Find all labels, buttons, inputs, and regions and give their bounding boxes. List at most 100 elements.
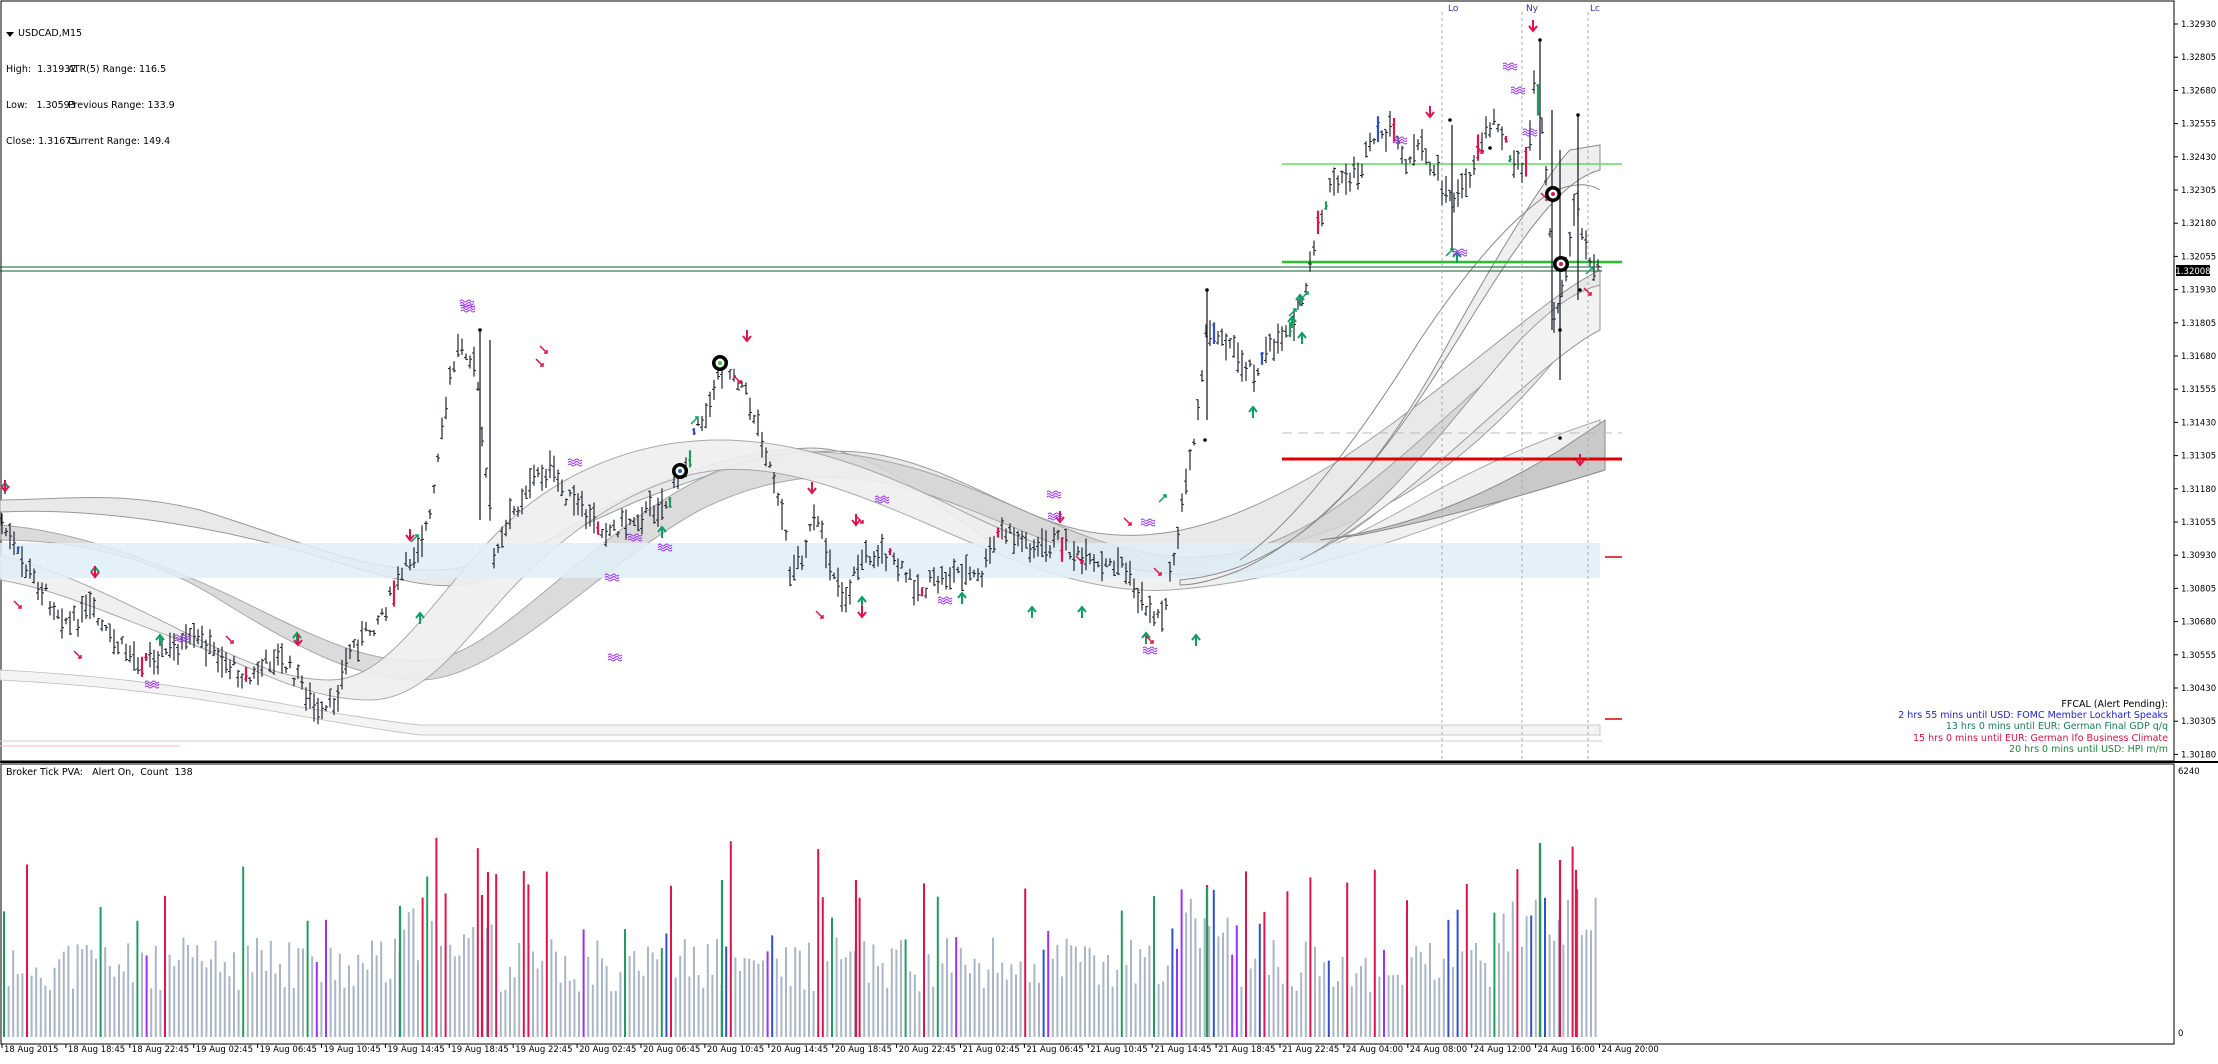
up-arrow-icon — [1077, 605, 1087, 618]
diagonal-down-arrow-icon — [1075, 555, 1084, 564]
current-price-label: 1.32008 — [2175, 267, 2210, 277]
time-axis: 18 Aug 2015 18 Aug 18:45 18 Aug 22:45 19 Au… — [1, 1044, 1659, 1055]
time-label: 21 Aug 22:45 — [1282, 1045, 1339, 1055]
reversal-target-icon — [712, 355, 728, 371]
diagonal-down-arrow-icon — [1145, 635, 1154, 644]
up-arrow-icon — [1191, 633, 1201, 646]
time-label: 19 Aug 06:45 — [260, 1045, 317, 1055]
diagonal-down-arrow-icon — [1475, 145, 1484, 154]
time-label: 20 Aug 14:45 — [771, 1045, 828, 1055]
price-label: 1.32930 — [2181, 20, 2216, 30]
diagonal-up-arrow-icon — [690, 416, 699, 425]
up-arrow-icon — [1287, 315, 1297, 328]
down-arrow-icon — [405, 529, 415, 542]
up-arrow-icon — [155, 633, 165, 646]
diagonal-up-arrow-icon — [1585, 266, 1594, 275]
previous-range: Previous Range: 133.9 — [68, 100, 175, 111]
price-label: 1.31055 — [2181, 518, 2216, 528]
price-dot — [1448, 118, 1452, 122]
time-label: 18 Aug 18:45 — [68, 1045, 125, 1055]
up-arrow-icon — [957, 591, 967, 604]
price-dot — [1203, 438, 1207, 442]
diagonal-up-arrow-icon — [410, 534, 419, 543]
price-bars — [0, 38, 1600, 725]
price-axis: 1.32930 1.32805 1.32680 1.32555 1.32430 1.323… — [2174, 20, 2216, 760]
reversal-target-icon — [1545, 186, 1561, 202]
price-dot — [1558, 328, 1562, 332]
price-label: 1.31555 — [2181, 385, 2216, 395]
current-range: Current Range: 149.4 — [68, 136, 171, 147]
time-label: 24 Aug 16:00 — [1538, 1045, 1595, 1055]
diagonal-down-arrow-icon — [1153, 567, 1162, 576]
volume-max-label: 6240 — [2178, 767, 2200, 777]
price-label: 1.30930 — [2181, 551, 2216, 561]
up-arrow-icon — [415, 611, 425, 624]
price-label: 1.30805 — [2181, 584, 2216, 594]
diagonal-down-arrow-icon — [539, 345, 548, 354]
price-dot — [1538, 38, 1542, 42]
price-dot — [1558, 436, 1562, 440]
moving-average-ribbons — [0, 144, 1606, 736]
churn-wave-icon — [1140, 518, 1156, 527]
atr-range: ATR(5) Range: 116.5 — [68, 64, 167, 75]
symbol-title[interactable]: USDCAD,M15 — [6, 28, 175, 40]
dropdown-triangle-icon[interactable] — [6, 31, 14, 37]
down-arrow-icon — [0, 480, 10, 493]
up-arrow-icon — [1248, 405, 1258, 418]
price-dot — [1578, 288, 1582, 292]
price-label: 1.30305 — [2181, 717, 2216, 727]
churn-wave-icon — [1392, 136, 1408, 145]
down-arrow-icon — [857, 606, 867, 619]
symbol-info-block: USDCAD,M15 High: 1.31932ATR(5) Range: 11… — [6, 4, 175, 172]
time-label: 21 Aug 06:45 — [1026, 1045, 1083, 1055]
price-label: 1.32055 — [2181, 252, 2216, 262]
churn-wave-icon — [607, 653, 623, 662]
diagonal-down-arrow-icon — [1123, 517, 1132, 526]
ffcal-title: FFCAL (Alert Pending): — [2061, 699, 2168, 710]
session-labels: Lo Ny Lc — [1448, 4, 1600, 14]
price-label: 1.31180 — [2181, 485, 2216, 495]
diagonal-down-arrow-icon — [535, 358, 544, 367]
close-value: Close: 1.31675 — [6, 136, 78, 147]
time-label: 21 Aug 02:45 — [963, 1045, 1020, 1055]
churn-wave-icon — [874, 495, 890, 504]
price-label: 1.32805 — [2181, 53, 2216, 63]
price-label: 1.30180 — [2181, 750, 2216, 760]
volume-panel-frame — [0, 763, 2175, 1045]
time-label: 19 Aug 18:45 — [451, 1045, 508, 1055]
diagonal-down-arrow-icon — [13, 600, 22, 609]
churn-wave-icon — [1510, 86, 1526, 95]
ffcal-event: 13 hrs 0 mins until EUR: German Final GD… — [1945, 721, 2168, 733]
diagonal-down-arrow-icon — [733, 375, 742, 384]
time-label: 21 Aug 10:45 — [1090, 1045, 1147, 1055]
ffcal-event: 2 hrs 55 mins until USD: FOMC Member Loc… — [1898, 710, 2168, 722]
down-arrow-icon — [1575, 454, 1585, 467]
volume-histogram — [3, 837, 1597, 1037]
time-label: 19 Aug 02:45 — [196, 1045, 253, 1055]
price-dot — [1576, 113, 1580, 117]
session-separators — [1441, 12, 1589, 760]
down-arrow-icon — [293, 634, 303, 647]
diagonal-down-arrow-icon — [73, 650, 82, 659]
churn-wave-icon — [1142, 646, 1158, 655]
down-arrow-icon — [807, 482, 817, 495]
churn-wave-icon — [937, 596, 953, 605]
support-resistance-levels — [0, 163, 1622, 747]
price-label: 1.32680 — [2181, 86, 2216, 96]
time-label: 18 Aug 2015 — [4, 1045, 58, 1055]
price-label: 1.30555 — [2181, 651, 2216, 661]
time-label: 24 Aug 04:00 — [1346, 1045, 1403, 1055]
time-label: 21 Aug 18:45 — [1218, 1045, 1275, 1055]
price-label: 1.32180 — [2181, 219, 2216, 229]
time-label: 20 Aug 02:45 — [579, 1045, 636, 1055]
time-label: 24 Aug 08:00 — [1410, 1045, 1467, 1055]
price-dot — [1488, 146, 1492, 150]
up-arrow-icon — [1297, 331, 1307, 344]
price-label: 1.30430 — [2181, 684, 2216, 694]
current-price-tag: 1.32008 — [2175, 265, 2211, 277]
up-arrow-icon — [1141, 631, 1151, 644]
diagonal-up-arrow-icon — [1288, 308, 1297, 317]
volume-zero-label: 0 — [2178, 1029, 2183, 1039]
